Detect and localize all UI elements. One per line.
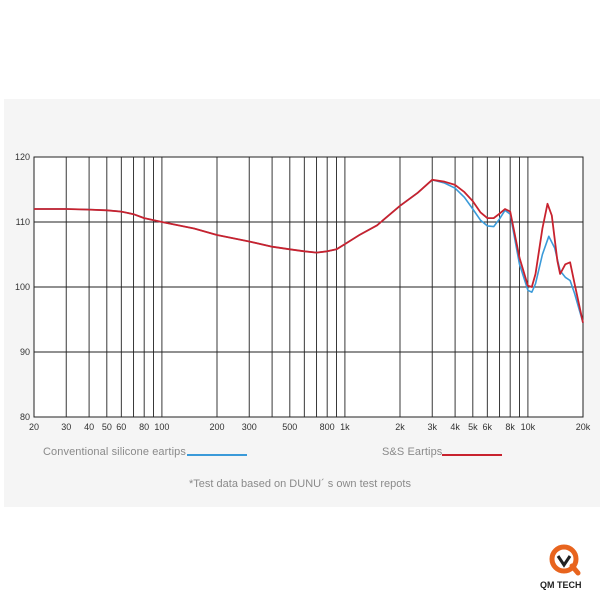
x-tick-label: 20k (576, 422, 591, 432)
x-tick-label: 200 (209, 422, 224, 432)
chart-tick-labels: 80 90 100 110 120 20 30 40 50 60 80 100 200 300 500 800… (15, 152, 591, 432)
x-tick-label: 2k (395, 422, 405, 432)
x-tick-label: 30 (61, 422, 71, 432)
legend-ss-label: S&S Eartips (382, 446, 443, 458)
chart-series (34, 178, 584, 324)
x-tick-label: 300 (242, 422, 257, 432)
y-tick-label: 110 (16, 217, 30, 227)
test-data-footnote: *Test data based on DUNU´ s own test rep… (189, 478, 411, 490)
x-tick-label: 3k (427, 422, 437, 432)
x-tick-label: 50 (102, 422, 112, 432)
x-tick-label: 8k (505, 422, 515, 432)
series-line-2 (34, 178, 584, 323)
y-tick-label: 100 (15, 282, 30, 292)
x-tick-label: 80 (139, 422, 149, 432)
x-tick-label: 6k (483, 422, 493, 432)
x-tick-label: 10k (521, 422, 536, 432)
legend-conventional-label: Conventional silicone eartips (43, 446, 186, 458)
y-tick-label: 90 (20, 347, 30, 357)
x-tick-label: 60 (116, 422, 126, 432)
x-tick-label: 40 (84, 422, 94, 432)
x-tick-label: 1k (340, 422, 350, 432)
y-tick-label: 120 (15, 152, 30, 162)
chart-grid (33, 156, 584, 418)
y-tick-label: 80 (20, 412, 30, 422)
qm-tech-wordmark: QM TECH (540, 580, 582, 590)
x-tick-label: 800 (320, 422, 335, 432)
x-tick-label: 4k (450, 422, 460, 432)
legend-ss-swatch (442, 454, 502, 456)
x-tick-label: 500 (282, 422, 297, 432)
qm-tech-logo (549, 544, 581, 576)
x-tick-label: 5k (468, 422, 478, 432)
x-tick-label: 100 (154, 422, 169, 432)
legend-conventional-swatch (187, 454, 247, 456)
x-tick-label: 20 (29, 422, 39, 432)
